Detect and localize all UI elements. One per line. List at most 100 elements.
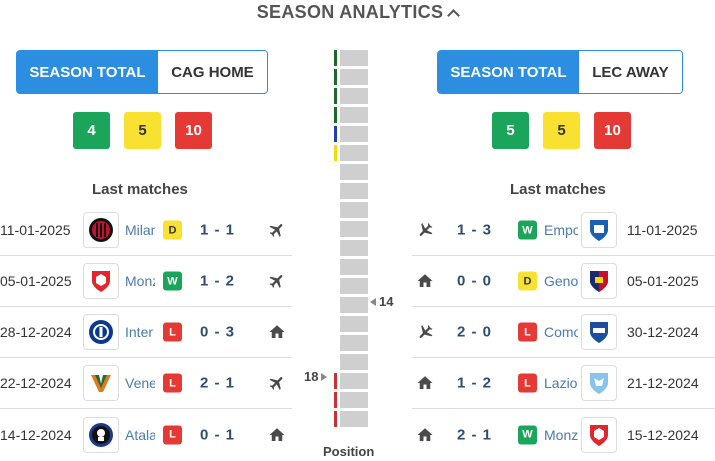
last-matches-list-right: 1 - 3 W Empoli 11-01-2025 0 - 0 D Genoa … (412, 205, 715, 460)
result-badge: D (163, 220, 182, 240)
position-slot (340, 164, 368, 180)
position-slot (340, 221, 368, 237)
result-badge: L (163, 373, 182, 393)
pointer-right-icon (321, 372, 328, 381)
wins-count: 4 (73, 112, 110, 149)
season-analytics-header[interactable]: SEASON ANALYTICS (0, 2, 715, 26)
right-team-position-marker: 14 (370, 294, 393, 309)
match-score[interactable]: 2 - 0 (457, 323, 493, 341)
left-result-counts: 4 5 10 (73, 112, 212, 149)
position-slot (334, 50, 368, 66)
inter-crest-icon (83, 314, 119, 350)
match-row[interactable]: 28-12-2024 Inter L 0 - 3 (0, 307, 292, 358)
match-row[interactable]: 2 - 0 L Como 30-12-2024 (412, 307, 715, 358)
zone-marker (334, 69, 337, 85)
match-row[interactable]: 22-12-2024 Venezia L 2 - 1 (0, 358, 292, 409)
match-row[interactable]: 2 - 1 W Monza 15-12-2024 (412, 409, 715, 460)
position-slot (340, 183, 368, 199)
result-badge: W (163, 271, 182, 291)
match-row[interactable]: 05-01-2025 Monza W 1 - 2 (0, 256, 292, 307)
zone-marker (334, 411, 337, 427)
zone-marker (334, 145, 337, 161)
genoa-crest-icon (581, 263, 617, 299)
opponent-name[interactable]: Lazio (544, 375, 578, 391)
match-date: 28-12-2024 (0, 324, 72, 340)
zone-marker (334, 88, 337, 104)
match-score[interactable]: 1 - 3 (457, 221, 493, 239)
tab-season-total-right[interactable]: SEASON TOTAL (438, 51, 579, 93)
last-matches-title-right: Last matches (510, 181, 606, 198)
position-slot (334, 88, 368, 104)
pointer-left-icon (370, 297, 376, 306)
match-date: 22-12-2024 (0, 375, 72, 391)
right-team-position: 14 (379, 294, 394, 309)
opponent-name[interactable]: Inter (125, 324, 154, 340)
match-date: 05-01-2025 (0, 273, 72, 289)
draws-count: 5 (124, 112, 161, 149)
match-row[interactable]: 11-01-2025 Milan D 1 - 1 (0, 205, 292, 256)
zone-marker (334, 373, 337, 389)
home-icon (268, 323, 286, 341)
position-slot (334, 107, 368, 123)
right-team-view-toggle: SEASON TOTAL LEC AWAY (437, 50, 683, 94)
match-date: 21-12-2024 (627, 375, 699, 391)
header-title-text: SEASON ANALYTICS (256, 2, 444, 22)
tab-team-away-right[interactable]: LEC AWAY (578, 51, 682, 93)
plane-icon (416, 221, 434, 239)
match-date: 11-01-2025 (627, 222, 698, 238)
position-slot (340, 316, 368, 332)
monza-crest-icon (581, 416, 617, 453)
draws-count: 5 (543, 112, 580, 149)
opponent-name[interactable]: Atalanta (125, 426, 155, 443)
left-team-position: 18 (304, 369, 319, 384)
match-score[interactable]: 1 - 1 (200, 221, 236, 239)
match-score[interactable]: 0 - 1 (200, 426, 236, 443)
tab-season-total-left[interactable]: SEASON TOTAL (17, 51, 158, 93)
result-badge: L (163, 322, 182, 342)
match-date: 15-12-2024 (627, 426, 699, 443)
chevron-up-icon[interactable] (447, 8, 461, 22)
match-row[interactable]: 14-12-2024 Atalanta L 0 - 1 (0, 409, 292, 460)
match-date: 14-12-2024 (0, 426, 72, 443)
venezia-crest-icon (83, 365, 119, 401)
left-team-position-marker: 18 (304, 369, 328, 384)
plane-icon (268, 272, 286, 290)
opponent-name[interactable]: Empoli (544, 222, 578, 238)
last-matches-title-left: Last matches (92, 181, 188, 198)
position-slot (334, 69, 368, 85)
match-row[interactable]: 0 - 0 D Genoa 05-01-2025 (412, 256, 715, 307)
tab-team-home-left[interactable]: CAG HOME (157, 51, 267, 93)
position-slot (340, 354, 368, 370)
opponent-name[interactable]: Como (544, 324, 578, 340)
match-score[interactable]: 1 - 2 (457, 374, 493, 392)
position-slot (340, 297, 368, 313)
match-date: 05-01-2025 (627, 273, 699, 289)
match-score[interactable]: 1 - 2 (200, 272, 236, 290)
home-icon (416, 426, 434, 444)
losses-count: 10 (175, 112, 212, 149)
position-slot (340, 202, 368, 218)
opponent-name[interactable]: Monza (544, 426, 578, 443)
match-row[interactable]: 1 - 3 W Empoli 11-01-2025 (412, 205, 715, 256)
opponent-name[interactable]: Monza (125, 273, 155, 289)
match-score[interactable]: 2 - 1 (457, 426, 493, 443)
losses-count: 10 (594, 112, 631, 149)
match-row[interactable]: 1 - 2 L Lazio 21-12-2024 (412, 358, 715, 409)
position-slot (334, 145, 368, 161)
opponent-name[interactable]: Milan (125, 222, 155, 238)
last-matches-list-left: 11-01-2025 Milan D 1 - 1 05-01-2025 Monz… (0, 205, 292, 460)
match-score[interactable]: 0 - 0 (457, 272, 493, 290)
position-slot (340, 335, 368, 351)
left-team-view-toggle: SEASON TOTAL CAG HOME (16, 50, 268, 94)
zone-marker (334, 126, 337, 142)
zone-marker (334, 107, 337, 123)
season-analytics-title[interactable]: SEASON ANALYTICS (256, 2, 461, 23)
opponent-name[interactable]: Venezia (125, 375, 155, 391)
monza-crest-icon (83, 263, 119, 299)
right-result-counts: 5 5 10 (492, 112, 631, 149)
match-score[interactable]: 0 - 3 (200, 323, 236, 341)
match-score[interactable]: 2 - 1 (200, 374, 236, 392)
position-slot (340, 240, 368, 256)
opponent-name[interactable]: Genoa (544, 273, 578, 289)
position-slot (340, 259, 368, 275)
